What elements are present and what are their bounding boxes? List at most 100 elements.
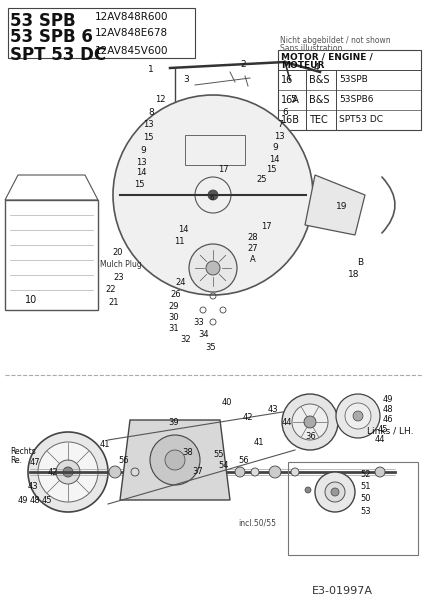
Circle shape	[330, 488, 338, 496]
Text: 20: 20	[112, 248, 122, 257]
Text: 14: 14	[268, 155, 279, 164]
Text: 46: 46	[382, 415, 393, 424]
Text: 53SPB: 53SPB	[338, 75, 367, 84]
Text: 43: 43	[268, 405, 278, 414]
Text: A: A	[249, 255, 255, 264]
Text: 24: 24	[175, 278, 185, 287]
Text: 23: 23	[113, 273, 124, 282]
Text: 8: 8	[148, 108, 153, 117]
Circle shape	[63, 467, 73, 477]
Text: 53: 53	[359, 507, 370, 516]
Text: 15: 15	[134, 180, 144, 189]
Text: 11: 11	[173, 237, 184, 246]
Text: 13: 13	[143, 120, 153, 129]
Text: 16A: 16A	[280, 95, 299, 105]
Text: 14: 14	[136, 168, 146, 177]
Circle shape	[28, 432, 108, 512]
Circle shape	[164, 450, 184, 470]
Text: 9: 9	[140, 146, 145, 155]
Circle shape	[335, 394, 379, 438]
Text: 54: 54	[218, 461, 228, 470]
Circle shape	[281, 394, 337, 450]
Text: 33: 33	[193, 318, 203, 327]
Text: 17: 17	[218, 165, 228, 174]
Text: 19: 19	[335, 202, 347, 211]
Text: Sans illustration: Sans illustration	[279, 44, 342, 53]
Ellipse shape	[114, 191, 136, 199]
Text: 16: 16	[280, 75, 293, 85]
Text: 32: 32	[180, 335, 190, 344]
Text: 12AV848R600: 12AV848R600	[95, 12, 168, 22]
Text: 26: 26	[170, 290, 180, 299]
Text: 45: 45	[42, 496, 52, 505]
Text: 28: 28	[246, 233, 257, 242]
Text: Nicht abgebildet / not shown: Nicht abgebildet / not shown	[279, 36, 390, 45]
Text: 36: 36	[304, 432, 315, 441]
Text: 10: 10	[25, 295, 37, 305]
Text: 21: 21	[108, 298, 118, 307]
Text: 34: 34	[198, 330, 208, 339]
Text: 42: 42	[242, 413, 253, 422]
Text: incl.50/55: incl.50/55	[237, 518, 275, 527]
Text: 56: 56	[118, 456, 128, 465]
Polygon shape	[304, 175, 364, 235]
Text: SPT 53 DC: SPT 53 DC	[10, 46, 106, 64]
Text: 52: 52	[359, 470, 370, 479]
Text: 27: 27	[246, 244, 257, 253]
Text: 9: 9	[271, 143, 277, 152]
Text: 48: 48	[382, 405, 393, 414]
Text: 49: 49	[18, 496, 29, 505]
Circle shape	[314, 472, 354, 512]
Circle shape	[324, 482, 344, 502]
Text: 18: 18	[347, 270, 359, 279]
Text: 40: 40	[222, 398, 232, 407]
Text: 12AV845V600: 12AV845V600	[95, 46, 168, 56]
Text: MOTOR / ENGINE /: MOTOR / ENGINE /	[280, 53, 372, 62]
Text: 3: 3	[183, 75, 188, 84]
Text: E3-01997A: E3-01997A	[311, 586, 372, 596]
Text: 25: 25	[256, 175, 266, 184]
Text: TEC: TEC	[308, 115, 327, 125]
Circle shape	[205, 261, 219, 275]
Text: 47: 47	[30, 458, 40, 467]
Text: 22: 22	[105, 285, 115, 294]
Circle shape	[234, 467, 245, 477]
Text: MOTEUR: MOTEUR	[280, 61, 324, 70]
Text: 14: 14	[178, 225, 188, 234]
Text: 53SPB6: 53SPB6	[338, 95, 373, 104]
Text: 12: 12	[155, 95, 165, 104]
Text: 5: 5	[289, 95, 295, 104]
Text: 13: 13	[273, 132, 284, 141]
Text: Links / LH.: Links / LH.	[366, 426, 412, 435]
Text: 35: 35	[204, 343, 215, 352]
Text: Rechts: Rechts	[10, 447, 36, 456]
Circle shape	[344, 403, 370, 429]
Text: 6: 6	[210, 195, 214, 201]
Text: 4: 4	[313, 63, 319, 72]
Text: 2: 2	[239, 60, 245, 69]
Text: 1: 1	[148, 65, 153, 74]
Text: 6: 6	[281, 108, 287, 117]
Circle shape	[303, 416, 315, 428]
Circle shape	[113, 95, 312, 295]
Circle shape	[268, 466, 280, 478]
Text: 56: 56	[237, 456, 248, 465]
Text: 39: 39	[167, 418, 178, 427]
Text: 17: 17	[260, 222, 271, 231]
Circle shape	[290, 468, 298, 476]
Circle shape	[109, 466, 121, 478]
Polygon shape	[120, 420, 230, 500]
Circle shape	[56, 460, 80, 484]
Text: 37: 37	[192, 467, 202, 476]
Text: 15: 15	[265, 165, 276, 174]
Text: Re.: Re.	[10, 456, 22, 465]
Circle shape	[38, 442, 98, 502]
Text: 16B: 16B	[280, 115, 299, 125]
Text: 43: 43	[28, 482, 38, 491]
Text: 44: 44	[374, 435, 385, 444]
Circle shape	[291, 404, 327, 440]
Circle shape	[374, 467, 384, 477]
Circle shape	[207, 190, 218, 200]
Text: 29: 29	[167, 302, 178, 311]
Text: 42: 42	[48, 468, 58, 477]
